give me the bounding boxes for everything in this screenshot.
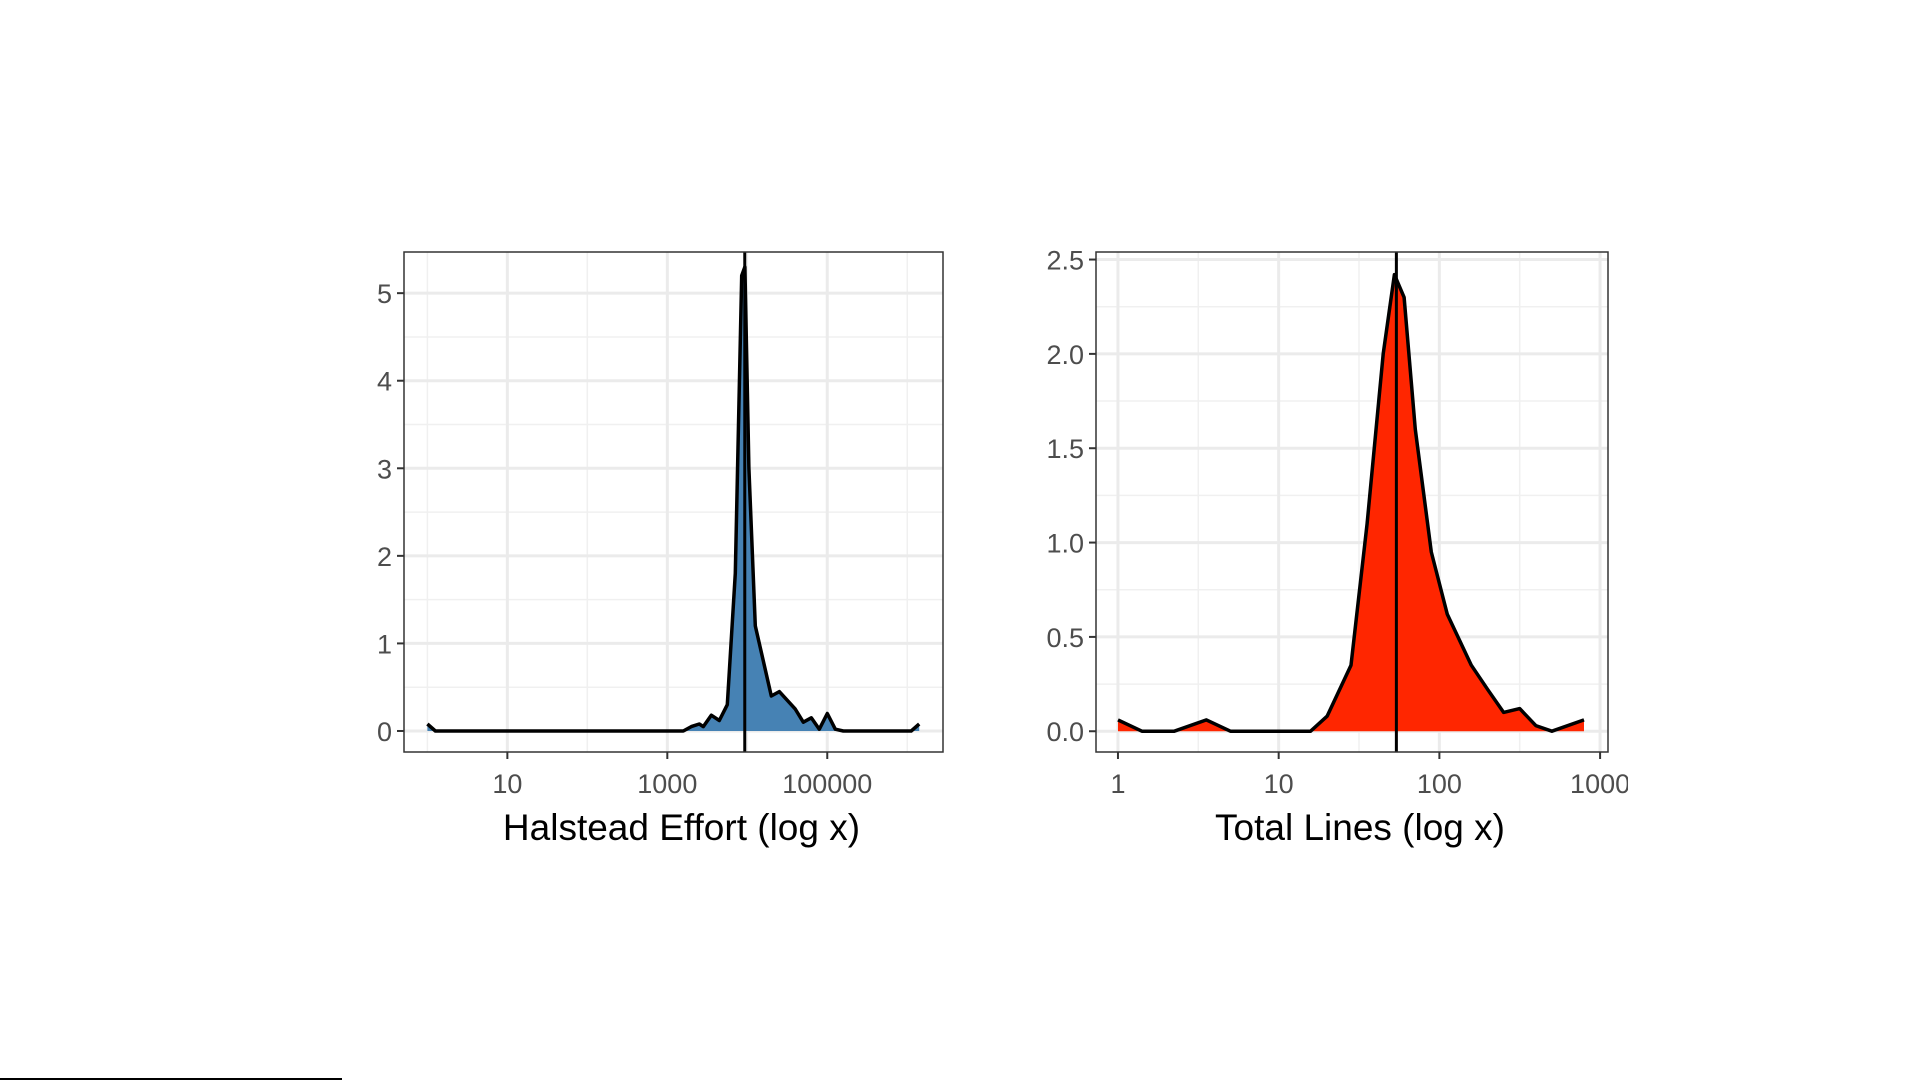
density-curve — [426, 265, 921, 733]
x-tick-label: 10 — [1264, 769, 1294, 799]
y-tick-label: 2.0 — [1046, 340, 1084, 370]
x-tick-label: 100000 — [782, 769, 872, 799]
y-tick-label: 1.5 — [1046, 434, 1084, 464]
y-tick-label: 0.0 — [1046, 717, 1084, 747]
total-lines-panel: 1 10 100 1000 0.0 0.5 1.0 1.5 2.0 2.5 Total Lines … — [1046, 246, 1630, 848]
y-tick-label: 3 — [377, 454, 392, 484]
y-tick-label: 0.5 — [1046, 623, 1084, 653]
x-tick-label: 1000 — [637, 769, 697, 799]
panel-border — [1095, 251, 1609, 753]
y-tick-label: 2.5 — [1046, 246, 1084, 276]
x-tick-label: 10 — [492, 769, 522, 799]
y-tick-label: 4 — [377, 367, 392, 397]
density-curve — [1117, 272, 1585, 733]
y-tick-label: 5 — [377, 279, 392, 309]
panel-border — [403, 251, 944, 753]
y-tick-label: 1.0 — [1046, 529, 1084, 559]
y-tick-label: 0 — [377, 717, 392, 747]
x-tick-label: 1000 — [1570, 769, 1630, 799]
y-tick-label: 1 — [377, 629, 392, 659]
y-tick-label: 2 — [377, 542, 392, 572]
x-axis-title: Total Lines (log x) — [1215, 807, 1505, 848]
x-axis-title: Halstead Effort (log x) — [503, 807, 860, 848]
halstead-effort-panel: 10 1000 100000 0 1 2 3 4 5 Halstead Effort (log x… — [377, 251, 944, 848]
x-tick-label: 100 — [1417, 769, 1462, 799]
plot-background — [404, 252, 943, 752]
x-tick-label: 1 — [1110, 769, 1125, 799]
